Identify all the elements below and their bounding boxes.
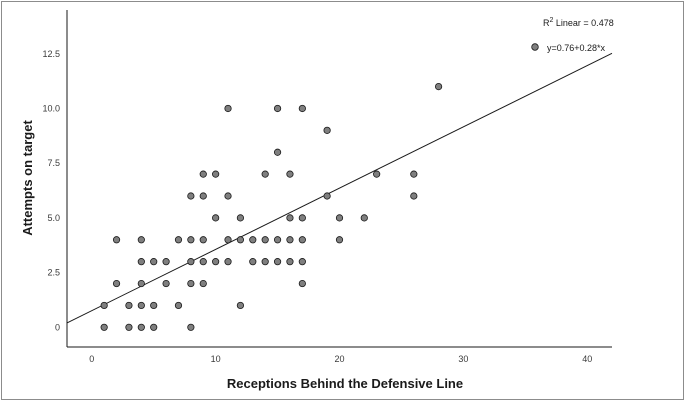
data-point [410, 170, 418, 178]
data-point [273, 258, 282, 266]
data-point [286, 258, 294, 266]
y-tick-label: 0 [55, 322, 60, 332]
y-tick-label: 12.5 [42, 49, 60, 59]
r2-rest: Linear = 0.478 [553, 18, 613, 28]
data-point [187, 236, 195, 244]
data-point [224, 104, 232, 113]
data-point [199, 192, 207, 200]
data-point [187, 279, 195, 288]
data-point [236, 236, 245, 244]
data-point [286, 214, 294, 222]
data-point [323, 192, 331, 200]
data-point [150, 323, 158, 331]
x-tick-label: 40 [582, 354, 592, 364]
r2-superscript: 2 [550, 17, 554, 24]
x-tick-labels: 0 10 20 30 40 [89, 354, 592, 364]
data-point [298, 279, 306, 288]
y-axis-title: Attempts on target [20, 120, 35, 236]
data-point [199, 170, 207, 178]
data-point [434, 82, 443, 91]
data-point [199, 279, 207, 288]
data-point [335, 236, 344, 244]
data-point [100, 301, 108, 310]
x-axis-title: Receptions Behind the Defensive Line [227, 376, 463, 391]
y-tick-label: 7.5 [47, 158, 60, 168]
data-point [137, 301, 145, 310]
data-point [212, 170, 220, 178]
data-point [298, 236, 306, 244]
data-point [298, 104, 306, 113]
data-point [212, 258, 220, 266]
data-point [100, 323, 108, 331]
data-point [150, 258, 158, 266]
data-point [236, 301, 245, 310]
data-point [125, 301, 133, 310]
data-point [187, 258, 195, 266]
data-point [298, 214, 306, 222]
data-point [273, 236, 282, 244]
x-tick-label: 20 [334, 354, 344, 364]
y-tick-label: 5.0 [47, 213, 60, 223]
axes [66, 10, 612, 348]
data-point [187, 192, 195, 200]
data-point [174, 236, 183, 244]
data-point [187, 323, 195, 331]
data-point [137, 323, 145, 331]
y-tick-label: 10.0 [42, 103, 60, 113]
data-point [286, 236, 294, 244]
data-point [261, 258, 269, 266]
data-point [273, 104, 282, 113]
legend-marker-icon [531, 43, 539, 51]
data-point [224, 192, 232, 200]
data-point [112, 279, 121, 288]
data-point [224, 236, 232, 244]
data-point [249, 258, 257, 266]
data-point [137, 236, 145, 244]
data-point [286, 170, 294, 178]
fit-line-group [66, 52, 613, 324]
data-point [410, 192, 418, 200]
data-point [273, 148, 282, 156]
x-tick-label: 0 [89, 354, 94, 364]
y-tick-label: 2.5 [47, 268, 60, 278]
data-point [373, 170, 381, 178]
r2-prefix: R [543, 18, 550, 28]
data-point [199, 236, 207, 244]
data-point [261, 236, 269, 244]
data-point [335, 214, 344, 222]
data-point [212, 214, 220, 222]
data-point [224, 258, 232, 266]
data-point [174, 301, 183, 310]
data-point [162, 279, 170, 288]
data-point [360, 214, 368, 222]
data-point [125, 323, 133, 331]
data-point [150, 301, 158, 310]
data-point [323, 126, 331, 134]
data-point [137, 258, 145, 266]
data-point [112, 236, 121, 244]
data-point [137, 279, 145, 288]
y-tick-labels: 0 2.5 5.0 7.5 10.0 12.5 [42, 49, 60, 333]
data-point [199, 258, 207, 266]
data-point [162, 258, 170, 266]
data-point [236, 214, 245, 222]
data-points [100, 82, 443, 331]
data-point [298, 258, 306, 266]
x-tick-label: 10 [211, 354, 221, 364]
data-point [249, 236, 257, 244]
fit-equation-label: y=0.76+0.28*x [547, 43, 606, 53]
regression-line [66, 52, 613, 324]
data-point [261, 170, 269, 178]
r2-label: R2 Linear = 0.478 [543, 17, 614, 28]
x-tick-label: 30 [458, 354, 468, 364]
